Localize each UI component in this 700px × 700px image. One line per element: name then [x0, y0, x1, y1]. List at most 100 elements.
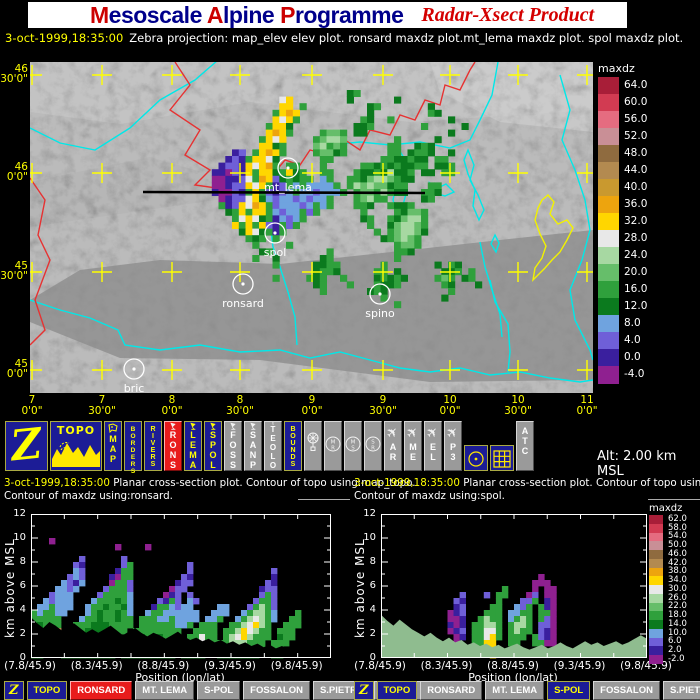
colorbar-swatch	[598, 366, 619, 384]
product-title: Radar-Xsect Product	[421, 3, 595, 26]
site-label: spino	[365, 307, 395, 320]
x-tick-label: (9.3/45.9)	[204, 660, 256, 672]
grid-cross	[577, 360, 593, 380]
toolbar-button-target[interactable]	[464, 445, 488, 471]
grid-cross	[92, 360, 112, 380]
grid-cross	[508, 163, 528, 183]
y-tick-label: 6	[19, 580, 26, 591]
xsect-button-s-pol[interactable]: S-POL	[197, 681, 241, 700]
colorbar-swatch	[598, 349, 619, 367]
colorbar-swatch	[598, 77, 619, 95]
colorbar-swatch	[598, 298, 619, 316]
status-text: Zebra projection: map_elev elev plot. ro…	[129, 31, 684, 45]
xsect-button-ronsard[interactable]: RONSARD	[70, 681, 133, 700]
colorbar-swatch	[649, 602, 663, 612]
grid-cross	[230, 360, 250, 380]
toolbar-button-aircraft-el[interactable]: ✈ E L	[423, 421, 443, 471]
colorbar-tick-label: 24.0	[624, 248, 648, 261]
map-icon	[108, 423, 118, 434]
grid-cross	[92, 262, 112, 282]
colorbar-swatch	[598, 230, 619, 248]
xsect-button-fossalon[interactable]: FOSSALON	[593, 681, 660, 700]
airplane-icon: ✈	[383, 423, 403, 443]
site-marker-icon	[369, 283, 391, 305]
x-tick-label: (8.3/45.9)	[420, 660, 473, 672]
grid-cross	[92, 163, 112, 183]
colorbar-tick-label: 10.0	[668, 627, 687, 638]
xsect-desc: Planar cross-section plot. Contour of to…	[113, 477, 416, 489]
toolbar-button-grid[interactable]	[490, 445, 514, 471]
grid-cross	[230, 65, 250, 85]
colorbar-tick-label: 4.0	[624, 333, 641, 346]
y-tick-label: 6	[369, 580, 376, 591]
xsect-button-s-pietro[interactable]: S.PIETRO	[662, 681, 700, 700]
altitude-readout: Alt: 2.00 km MSL	[597, 449, 677, 479]
xsect-button-z[interactable]: Z	[4, 681, 24, 700]
toolbar-button-sounding[interactable]	[304, 421, 322, 471]
xsect-button-mt-lema[interactable]: MT. LEMA	[135, 681, 195, 700]
xsect-button-mt-lema[interactable]: MT. LEMA	[485, 681, 545, 700]
site-label: bric	[124, 382, 145, 393]
xsect-button-ronsard[interactable]: RONSARD	[420, 681, 483, 700]
status-line: 3-oct-1999,18:35:00 Zebra projection: map…	[5, 31, 683, 45]
colorbar-tick-label: 64.0	[624, 78, 648, 91]
toolbar-button-topo[interactable]: TOPO	[50, 421, 102, 471]
toolbar-button-aircraft-me[interactable]: ✈ M E	[403, 421, 423, 471]
cross-section-line[interactable]	[142, 190, 426, 195]
xsect-button-topo[interactable]: TOPO	[376, 681, 418, 700]
toolbar-button-zebra[interactable]: Z	[5, 419, 48, 471]
xsect-button-s-pol[interactable]: S-POL	[547, 681, 591, 700]
grid-cross	[162, 65, 182, 85]
grid-cross	[162, 163, 182, 183]
radar-site-ronsard: ronsard	[222, 273, 264, 310]
toolbar-button-aircraft-p3[interactable]: ✈ P 3	[443, 421, 463, 471]
y-tick-label: 4	[369, 604, 376, 615]
xsect-button-z[interactable]: Z	[354, 681, 374, 700]
colorbar-swatch	[649, 628, 663, 638]
y-tick-label: 12	[363, 508, 376, 519]
grid-cross	[373, 65, 393, 85]
colorbar-tick-label: 18.0	[668, 610, 687, 621]
lon-tick-label: 10 30'0"	[504, 394, 532, 417]
colorbar-swatch	[649, 567, 663, 577]
toolbar-button-aircraft-ar[interactable]: ✈ A R	[383, 421, 403, 471]
airplane-icon: ✈	[423, 423, 443, 443]
x-tick-label: (9.3/45.9)	[553, 660, 606, 672]
colorbar-tick-label: 2.0	[668, 645, 682, 656]
colorbar-tick-label: -2.0	[668, 653, 685, 664]
x-tick-label: (9.8/45.9)	[270, 660, 323, 672]
colorbar-swatch	[598, 264, 619, 282]
svg-text:M: M	[351, 440, 356, 446]
colorbar-tick-label: 22.0	[668, 601, 687, 612]
status-time: 3-oct-1999,18:35:00	[5, 31, 124, 45]
xsect-button-topo[interactable]: TOPO	[26, 681, 68, 700]
panel-separator	[298, 499, 350, 500]
radar-dish-icon	[210, 422, 216, 430]
grid-cross	[373, 163, 393, 183]
xsect-time: 3-oct-1999,18:35:00	[354, 477, 460, 489]
lon-tick-label: 8 30'0"	[226, 394, 254, 417]
colorbar-tick-label: 38.0	[668, 566, 687, 577]
xsect-button-fossalon[interactable]: FOSSALON	[243, 681, 310, 700]
site-marker-icon	[232, 273, 254, 295]
colorbar-swatch	[649, 550, 663, 560]
grid-cross	[577, 65, 593, 85]
svg-text:S: S	[371, 440, 375, 446]
